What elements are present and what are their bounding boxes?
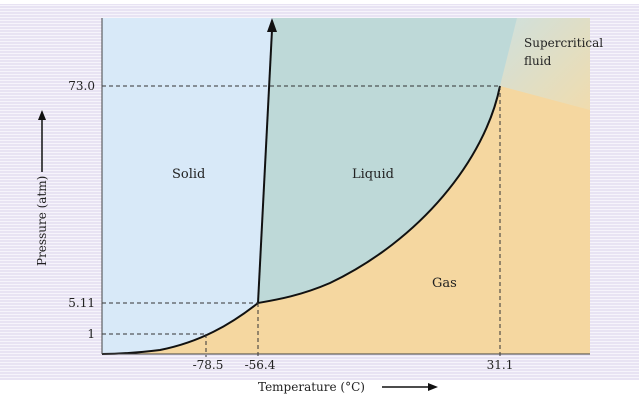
supercritical-label-2: fluid bbox=[524, 54, 552, 68]
supercritical-region bbox=[500, 18, 590, 110]
liquid-label: Liquid bbox=[352, 167, 394, 182]
plot-area bbox=[101, 18, 590, 357]
gas-label: Gas bbox=[432, 276, 457, 291]
y-tick-73: 73.0 bbox=[68, 79, 95, 93]
gas-region bbox=[102, 75, 590, 354]
liquid-region bbox=[258, 18, 517, 303]
melting-line bbox=[257, 29, 273, 304]
y-axis-title-group: Pressure (atm) bbox=[35, 176, 49, 266]
y-tick-1: 1 bbox=[87, 327, 95, 341]
x-tick-564: -56.4 bbox=[245, 358, 276, 372]
vaporization-curve bbox=[257, 85, 501, 304]
x-axis-arrowhead bbox=[428, 383, 438, 391]
melting-line-arrowhead bbox=[267, 18, 277, 32]
solid-label: Solid bbox=[172, 167, 205, 182]
y-axis-arrowhead bbox=[38, 110, 46, 120]
x-tick-311: 31.1 bbox=[487, 358, 514, 372]
x-tick-785: -78.5 bbox=[193, 358, 224, 372]
y-tick-511: 5.11 bbox=[68, 296, 95, 310]
solid-region bbox=[102, 18, 273, 354]
supercritical-label-1: Supercritical bbox=[524, 36, 603, 50]
x-axis-title: Temperature (°C) bbox=[258, 380, 365, 394]
y-axis-title: Pressure (atm) bbox=[35, 176, 49, 266]
